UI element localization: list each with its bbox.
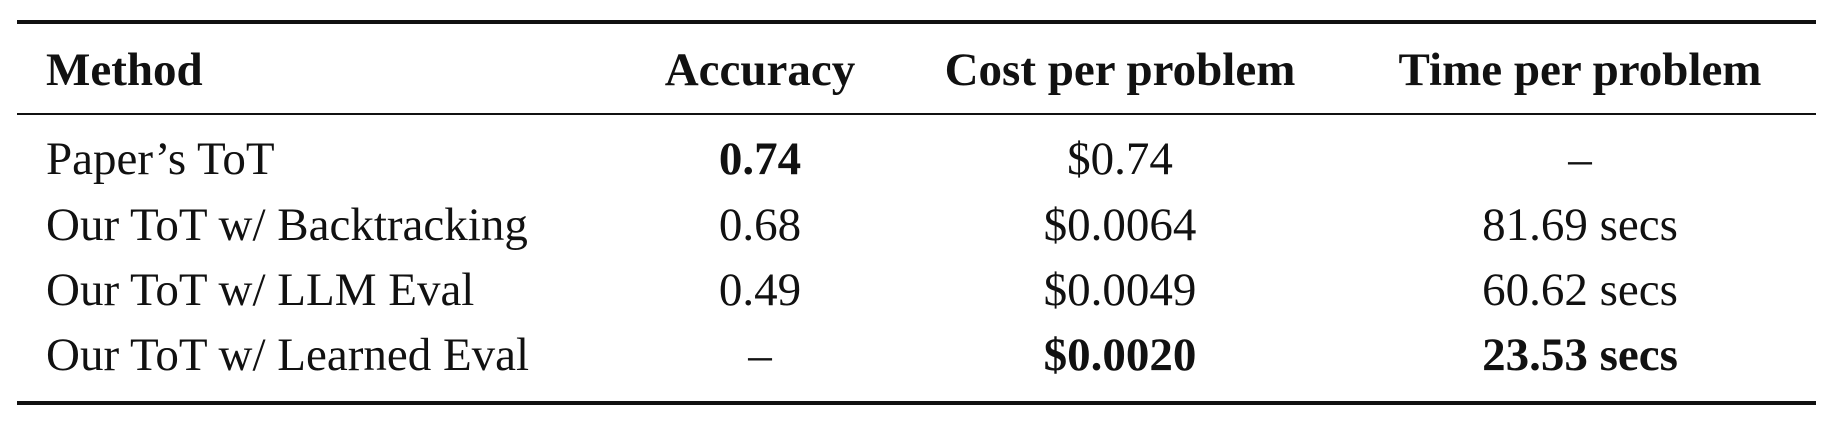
- table-header-row: Method Accuracy Cost per problem Time pe…: [0, 40, 1828, 100]
- cell-method: Paper’s ToT: [46, 133, 275, 185]
- cell-accuracy: 0.68: [718, 199, 802, 251]
- table-row: Paper’s ToT 0.74 $0.74 –: [0, 129, 1828, 189]
- table-row: Our ToT w/ Learned Eval – $0.0020 23.53 …: [0, 325, 1828, 385]
- cell-cost: $0.74: [1067, 133, 1173, 185]
- table-row: Our ToT w/ LLM Eval 0.49 $0.0049 60.62 s…: [0, 260, 1828, 320]
- cell-time: –: [1568, 133, 1592, 185]
- header-method: Method: [46, 44, 203, 96]
- cell-time: 23.53 secs: [1482, 329, 1678, 381]
- cell-cost: $0.0049: [1043, 264, 1197, 316]
- cell-method: Our ToT w/ Learned Eval: [46, 329, 530, 381]
- cell-time: 81.69 secs: [1482, 199, 1678, 251]
- cell-time: 60.62 secs: [1482, 264, 1678, 316]
- cell-accuracy: 0.49: [718, 264, 802, 316]
- header-time-per-problem: Time per problem: [1398, 44, 1762, 96]
- cell-cost: $0.0064: [1043, 199, 1197, 251]
- cell-cost: $0.0020: [1043, 329, 1197, 381]
- table-bottom-rule: [17, 401, 1816, 405]
- cell-accuracy: 0.74: [718, 133, 802, 185]
- table-top-rule: [17, 20, 1816, 24]
- cell-method: Our ToT w/ LLM Eval: [46, 264, 475, 316]
- header-accuracy: Accuracy: [664, 44, 856, 96]
- cell-accuracy: –: [748, 329, 772, 381]
- cell-method: Our ToT w/ Backtracking: [46, 199, 528, 251]
- table-header-rule: [17, 113, 1816, 115]
- table-row: Our ToT w/ Backtracking 0.68 $0.0064 81.…: [0, 195, 1828, 255]
- header-cost-per-problem: Cost per problem: [944, 44, 1296, 96]
